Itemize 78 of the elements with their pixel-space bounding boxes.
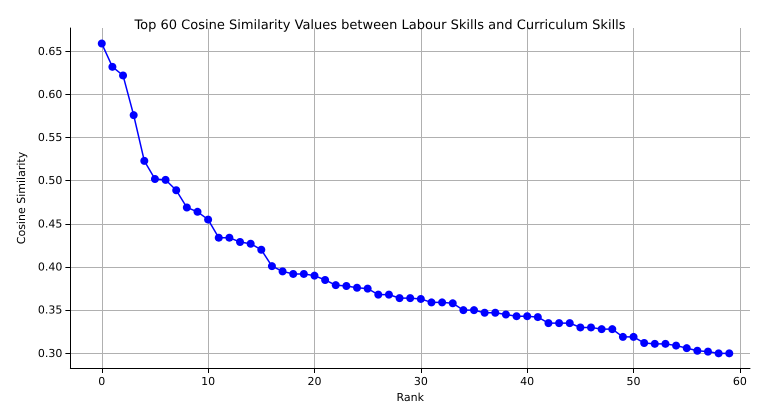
point: [150, 175, 159, 184]
point: [480, 308, 489, 317]
point: [416, 294, 425, 303]
point: [427, 298, 436, 306]
point: [310, 272, 318, 280]
y-tick-label: 0.40: [38, 260, 62, 274]
point: [236, 238, 244, 246]
point: [342, 282, 350, 290]
point: [576, 323, 584, 332]
point: [374, 290, 382, 299]
point: [246, 240, 255, 248]
point: [438, 298, 446, 306]
x-axis-title: Rank: [396, 390, 425, 404]
point: [214, 234, 223, 242]
point: [225, 234, 234, 242]
point: [470, 306, 478, 314]
point: [502, 310, 510, 318]
point: [661, 340, 670, 348]
x-tick-label: 30: [414, 375, 428, 388]
point: [332, 281, 340, 290]
point: [98, 40, 106, 48]
point: [204, 216, 212, 224]
point: [555, 319, 564, 328]
point: [640, 338, 648, 347]
point: [300, 270, 308, 278]
chart-title: Top 60 Cosine Similarity Values between Labour Skills and Curriculum Skills: [133, 18, 626, 33]
point: [193, 208, 202, 216]
point: [119, 71, 128, 80]
point: [672, 342, 680, 350]
point: [257, 246, 266, 254]
point: [353, 284, 362, 292]
point: [544, 319, 552, 328]
point: [278, 267, 287, 276]
point: [289, 270, 298, 278]
x-tick-label: 50: [626, 375, 641, 388]
y-tick-label: 0.30: [38, 346, 62, 360]
y-tick-label: 0.35: [38, 304, 62, 317]
point: [268, 262, 276, 270]
point: [608, 325, 616, 334]
point: [618, 332, 627, 341]
point: [682, 344, 691, 352]
point: [140, 156, 148, 165]
point: [406, 294, 414, 302]
point: [130, 111, 138, 120]
point: [704, 348, 712, 356]
x-tick-label: 0: [98, 375, 106, 388]
point: [321, 276, 330, 284]
point: [172, 186, 180, 194]
point: [650, 340, 659, 348]
point: [182, 203, 191, 212]
point: [534, 313, 542, 322]
point: [566, 319, 574, 328]
point: [523, 312, 532, 320]
x-tick-label: 20: [307, 375, 322, 388]
point: [491, 308, 500, 317]
y-tick-label: 0.45: [38, 217, 62, 230]
y-tick-label: 0.55: [38, 131, 62, 144]
point: [396, 294, 404, 302]
point: [714, 349, 723, 358]
point: [512, 312, 521, 320]
point: [598, 325, 606, 334]
x-tick-label: 10: [201, 375, 216, 388]
x-tick-label: 40: [520, 375, 534, 388]
point: [384, 290, 393, 299]
y-tick-label: 0.60: [38, 88, 62, 101]
point: [162, 176, 170, 184]
point: [364, 284, 372, 293]
y-axis-title: Cosine Similarity: [15, 151, 28, 244]
y-tick-label: 0.65: [38, 44, 62, 58]
point: [725, 349, 734, 358]
point: [693, 346, 702, 355]
point: [459, 306, 468, 314]
point: [630, 332, 638, 341]
point: [587, 323, 595, 332]
y-tick-label: 0.50: [38, 174, 62, 188]
point: [108, 62, 116, 71]
x-tick-label: 60: [732, 375, 747, 388]
point: [448, 299, 457, 308]
